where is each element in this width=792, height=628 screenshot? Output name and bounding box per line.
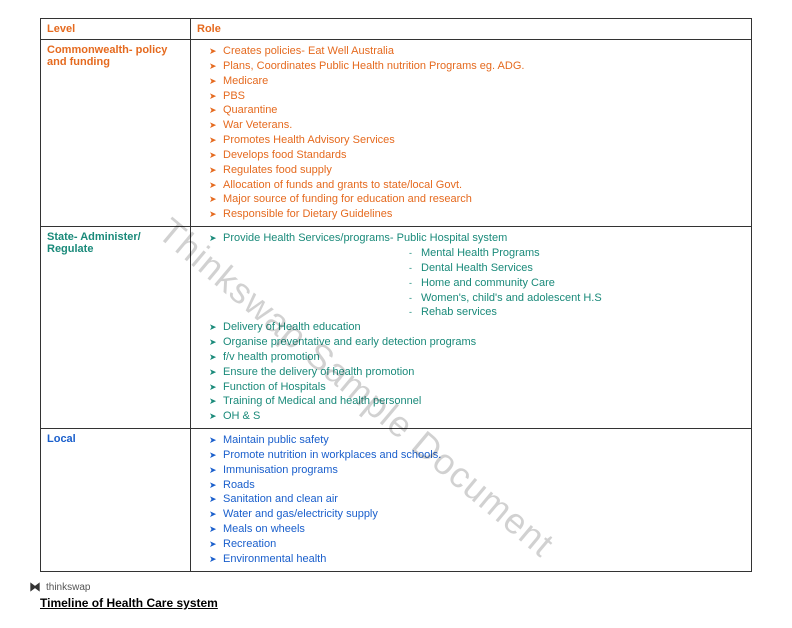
list-item: Regulates food supply: [209, 163, 745, 178]
table-row: State- Administer/ Regulate Provide Healt…: [41, 227, 752, 429]
list-item: Promote nutrition in workplaces and scho…: [209, 448, 745, 463]
list-item: War Veterans.: [209, 118, 745, 133]
sub-list-item: Rehab services: [409, 305, 745, 320]
list-item: Water and gas/electricity supply: [209, 507, 745, 522]
footer-heading: Timeline of Health Care system: [40, 596, 752, 610]
brand-logo-text: thinkswap: [46, 582, 90, 593]
list-item: Delivery of Health education: [209, 320, 745, 335]
level-cell: Local: [41, 429, 191, 572]
list-item: Major source of funding for education an…: [209, 192, 745, 207]
sub-list-item: Women's, child's and adolescent H.S: [409, 291, 745, 306]
list-item: Creates policies- Eat Well Australia: [209, 44, 745, 59]
list-item: Recreation: [209, 537, 745, 552]
list-item: Promotes Health Advisory Services: [209, 133, 745, 148]
role-list: Provide Health Services/programs- Public…: [197, 231, 745, 424]
list-item: Quarantine: [209, 103, 745, 118]
list-item: Responsible for Dietary Guidelines: [209, 207, 745, 222]
list-item: Training of Medical and health personnel: [209, 394, 745, 409]
sub-list-item: Home and community Care: [409, 276, 745, 291]
role-cell: Provide Health Services/programs- Public…: [191, 227, 752, 429]
list-item: PBS: [209, 89, 745, 104]
list-item: Maintain public safety: [209, 433, 745, 448]
list-item: Function of Hospitals: [209, 380, 745, 395]
list-item: Meals on wheels: [209, 522, 745, 537]
sub-list-item: Mental Health Programs: [409, 246, 745, 261]
header-level: Level: [41, 19, 191, 40]
list-item: Provide Health Services/programs- Public…: [209, 231, 745, 246]
table-header-row: Level Role: [41, 19, 752, 40]
brand-logo-icon: [28, 580, 42, 594]
role-cell: Maintain public safetyPromote nutrition …: [191, 429, 752, 572]
table-row: Commonwealth- policy and fundingCreates …: [41, 40, 752, 227]
sub-list: Mental Health ProgramsDental Health Serv…: [209, 246, 745, 320]
document-page: Level Role Commonwealth- policy and fund…: [0, 0, 792, 628]
header-role: Role: [191, 19, 752, 40]
list-item: Medicare: [209, 74, 745, 89]
role-list: Maintain public safetyPromote nutrition …: [197, 433, 745, 567]
list-item: Organise preventative and early detectio…: [209, 335, 745, 350]
list-item: Ensure the delivery of health promotion: [209, 365, 745, 380]
roles-table: Level Role Commonwealth- policy and fund…: [40, 18, 752, 572]
list-item: Sanitation and clean air: [209, 492, 745, 507]
list-item: Allocation of funds and grants to state/…: [209, 178, 745, 193]
list-item: OH & S: [209, 409, 745, 424]
level-cell: Commonwealth- policy and funding: [41, 40, 191, 227]
role-cell: Creates policies- Eat Well AustraliaPlan…: [191, 40, 752, 227]
list-item: f/v health promotion: [209, 350, 745, 365]
list-item: Immunisation programs: [209, 463, 745, 478]
list-item: Environmental health: [209, 552, 745, 567]
table-row: LocalMaintain public safetyPromote nutri…: [41, 429, 752, 572]
list-item: Roads: [209, 478, 745, 493]
list-item: Develops food Standards: [209, 148, 745, 163]
level-cell: State- Administer/ Regulate: [41, 227, 191, 429]
brand-logo: thinkswap: [28, 580, 90, 594]
sub-list-item: Dental Health Services: [409, 261, 745, 276]
list-item: Plans, Coordinates Public Health nutriti…: [209, 59, 745, 74]
role-list: Creates policies- Eat Well AustraliaPlan…: [197, 44, 745, 222]
